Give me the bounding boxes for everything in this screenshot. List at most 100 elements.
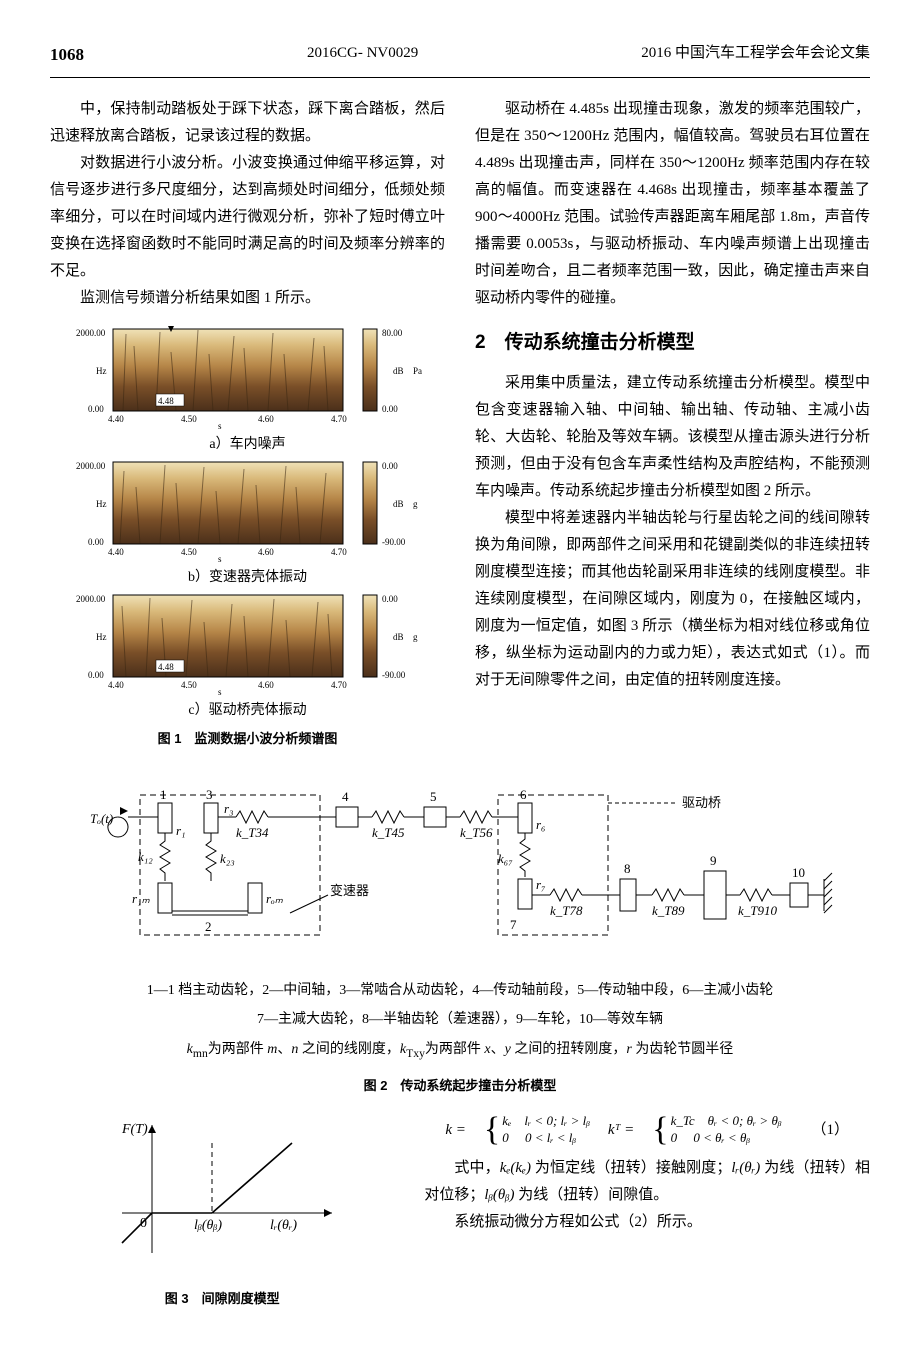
equation-1: k = { kₑ lᵣ < 0; lᵣ > lᵦ0 0 < lᵣ < lᵦ kᵀ…: [424, 1113, 870, 1147]
fig3-caption: 图 3 间隙刚度模型: [50, 1287, 394, 1310]
svg-text:9: 9: [710, 853, 717, 868]
fig1-panel-a: 4.48 2000.00 0.00 Hz 4.40 4.50 s 4.60 4.…: [68, 324, 428, 434]
fig1-sub-b: b）变速器壳体振动: [50, 565, 445, 590]
page-header: 1068 2016CG- NV0029 2016 中国汽车工程学会年会论文集: [50, 40, 870, 71]
bottom-row: F(T) 0 lᵦ(θᵦ) lᵣ(θᵣ) 图 3 间隙刚度模型 k = { kₑ…: [50, 1113, 870, 1310]
left-column: 中，保持制动踏板处于踩下状态，踩下离合踏板，然后迅速释放离合踏板，记录该过程的数…: [50, 96, 445, 763]
svg-text:Tₒ(t): Tₒ(t): [90, 811, 113, 826]
svg-text:g: g: [413, 499, 418, 509]
xtick: 4.60: [258, 414, 274, 424]
svg-text:-90.00: -90.00: [382, 537, 406, 547]
svg-text:k_T910: k_T910: [738, 903, 778, 918]
doc-id: 2016CG- NV0029: [307, 40, 418, 71]
ytick: 2000.00: [76, 328, 106, 338]
marker-a: 4.48: [158, 396, 174, 406]
yunit: Hz: [96, 366, 107, 376]
svg-text:k_T56: k_T56: [460, 825, 493, 840]
para: 式中，kₑ(kₑ) 为恒定线（扭转）接触刚度；lᵣ(θᵣ) 为线（扭转）相对位移…: [424, 1155, 870, 1209]
svg-text:r₃: r₃: [224, 801, 234, 816]
figure-1: 4.48 2000.00 0.00 Hz 4.40 4.50 s 4.60 4.…: [50, 324, 445, 751]
fig1-caption: 图 1 监测数据小波分析频谱图: [50, 727, 445, 750]
right-column: 驱动桥在 4.485s 出现撞击现象，激发的频率范围较广，但是在 350～120…: [475, 96, 870, 763]
svg-text:4.60: 4.60: [258, 547, 274, 557]
para: 系统振动微分方程如公式（2）所示。: [424, 1209, 870, 1236]
xtick: 4.70: [331, 414, 347, 424]
svg-text:lᵦ(θᵦ): lᵦ(θᵦ): [194, 1218, 222, 1233]
svg-text:0.00: 0.00: [88, 670, 104, 680]
svg-text:Hz: Hz: [96, 632, 107, 642]
svg-text:4.50: 4.50: [181, 547, 197, 557]
fig2-caption: 图 2 传动系统起步撞击分析模型: [50, 1074, 870, 1097]
fig2-legend-2: 7—主减大齿轮，8—半轴齿轮（差速器），9—车轮，10—等效车辆: [50, 1008, 870, 1032]
equations-block: k = { kₑ lᵣ < 0; lᵣ > lᵦ0 0 < lᵣ < lᵦ kᵀ…: [424, 1113, 870, 1310]
svg-text:4.70: 4.70: [331, 680, 347, 690]
cdb: dB: [393, 366, 404, 376]
svg-text:驱动桥: 驱动桥: [682, 795, 721, 810]
svg-text:lᵣ(θᵣ): lᵣ(θᵣ): [270, 1218, 297, 1233]
svg-text:Hz: Hz: [96, 499, 107, 509]
cmax: 80.00: [382, 328, 403, 338]
svg-text:4.50: 4.50: [181, 680, 197, 690]
fig2-diagram: 驱动桥 Tₒ(t) 1 r₁ k₁₂ r₁ₘ 2 3 r₃ k₂₃ rₒₘ: [80, 783, 840, 963]
para: 中，保持制动踏板处于踩下状态，踩下离合踏板，然后迅速释放离合踏板，记录该过程的数…: [50, 96, 445, 150]
fig1-sub-a: a）车内噪声: [50, 432, 445, 457]
svg-text:7: 7: [510, 917, 517, 932]
svg-text:s: s: [218, 554, 222, 564]
svg-text:1: 1: [160, 787, 167, 802]
svg-text:变速器: 变速器: [330, 883, 369, 898]
svg-text:3: 3: [206, 787, 213, 802]
svg-text:10: 10: [792, 865, 805, 880]
svg-text:r₆: r₆: [536, 817, 546, 832]
svg-text:k_T78: k_T78: [550, 903, 583, 918]
fig2-legend-3: kmn为两部件 m、n 之间的线刚度，kTxy为两部件 x、y 之间的扭转刚度，…: [50, 1038, 870, 1064]
svg-text:2000.00: 2000.00: [76, 594, 106, 604]
svg-text:k₆₇: k₆₇: [498, 851, 513, 866]
fig1-sub-c: c）驱动桥壳体振动: [50, 698, 445, 723]
svg-text:F(T): F(T): [121, 1122, 148, 1137]
svg-text:4.40: 4.40: [108, 547, 124, 557]
section-heading-2: 2 传动系统撞击分析模型: [475, 326, 870, 360]
svg-text:rₒₘ: rₒₘ: [266, 891, 284, 906]
fig3-plot: F(T) 0 lᵦ(θᵦ) lᵣ(θᵣ): [92, 1113, 352, 1273]
para: 对数据进行小波分析。小波变换通过伸缩平移运算，对信号逐步进行多尺度细分，达到高频…: [50, 150, 445, 285]
svg-text:4: 4: [342, 789, 349, 804]
svg-text:k_T34: k_T34: [236, 825, 269, 840]
svg-text:k_T45: k_T45: [372, 825, 405, 840]
svg-text:2000.00: 2000.00: [76, 461, 106, 471]
svg-text:r₁ₘ: r₁ₘ: [132, 891, 151, 906]
xtick: 4.50: [181, 414, 197, 424]
svg-text:k₂₃: k₂₃: [220, 851, 235, 866]
svg-text:r₇: r₇: [536, 877, 546, 892]
svg-text:k₁₂: k₁₂: [138, 849, 153, 864]
header-rule: [50, 77, 870, 78]
svg-text:r₁: r₁: [176, 823, 186, 838]
svg-text:dB: dB: [393, 632, 404, 642]
svg-text:-90.00: -90.00: [382, 670, 406, 680]
figure-2: 驱动桥 Tₒ(t) 1 r₁ k₁₂ r₁ₘ 2 3 r₃ k₂₃ rₒₘ: [50, 783, 870, 1098]
fig2-legend-1: 1—1 档主动齿轮，2—中间轴，3—常啮合从动齿轮，4—传动轴前段，5—传动轴中…: [50, 979, 870, 1003]
doc-title: 2016 中国汽车工程学会年会论文集: [641, 40, 870, 71]
page-number: 1068: [50, 40, 84, 71]
cunit: Pa: [413, 366, 422, 376]
svg-text:0.00: 0.00: [88, 537, 104, 547]
svg-text:k_T89: k_T89: [652, 903, 685, 918]
para: 驱动桥在 4.485s 出现撞击现象，激发的频率范围较广，但是在 350～120…: [475, 96, 870, 312]
svg-text:4.60: 4.60: [258, 680, 274, 690]
body-columns: 中，保持制动踏板处于踩下状态，踩下离合踏板，然后迅速释放离合踏板，记录该过程的数…: [50, 96, 870, 763]
cmin: 0.00: [382, 404, 398, 414]
fig1-panel-c: 4.48 2000.00 0.00 Hz 4.40 4.50 s 4.60 4.…: [68, 590, 428, 700]
svg-text:2: 2: [205, 919, 212, 934]
svg-text:0.00: 0.00: [382, 594, 398, 604]
svg-text:4.48: 4.48: [158, 662, 174, 672]
svg-text:s: s: [218, 687, 222, 697]
svg-text:4.40: 4.40: [108, 680, 124, 690]
svg-text:0.00: 0.00: [382, 461, 398, 471]
xunit: s: [218, 421, 222, 431]
svg-text:6: 6: [520, 787, 527, 802]
para: 监测信号频谱分析结果如图 1 所示。: [50, 285, 445, 312]
svg-text:5: 5: [430, 789, 437, 804]
svg-text:8: 8: [624, 861, 631, 876]
svg-text:dB: dB: [393, 499, 404, 509]
para: 模型中将差速器内半轴齿轮与行星齿轮之间的线间隙转换为角间隙，即两部件之间采用和花…: [475, 505, 870, 694]
para: 采用集中质量法，建立传动系统撞击分析模型。模型中包含变速器输入轴、中间轴、输出轴…: [475, 370, 870, 505]
